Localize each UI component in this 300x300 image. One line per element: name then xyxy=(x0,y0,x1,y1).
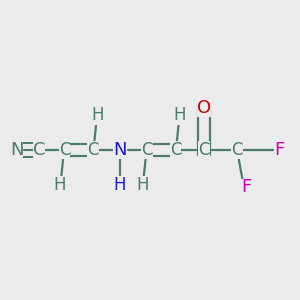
Text: N: N xyxy=(10,141,23,159)
Text: H: H xyxy=(54,176,66,194)
Text: H: H xyxy=(136,176,149,194)
Text: C: C xyxy=(231,141,243,159)
Text: C: C xyxy=(170,141,181,159)
Text: C: C xyxy=(198,141,210,159)
Text: F: F xyxy=(241,178,251,196)
Text: C: C xyxy=(87,141,99,159)
Text: F: F xyxy=(274,141,284,159)
Text: H: H xyxy=(91,106,104,124)
Text: N: N xyxy=(113,141,127,159)
Text: O: O xyxy=(197,99,211,117)
Text: H: H xyxy=(114,176,126,194)
Text: H: H xyxy=(174,106,186,124)
Text: C: C xyxy=(59,141,70,159)
Text: C: C xyxy=(33,141,45,159)
Text: C: C xyxy=(141,141,153,159)
